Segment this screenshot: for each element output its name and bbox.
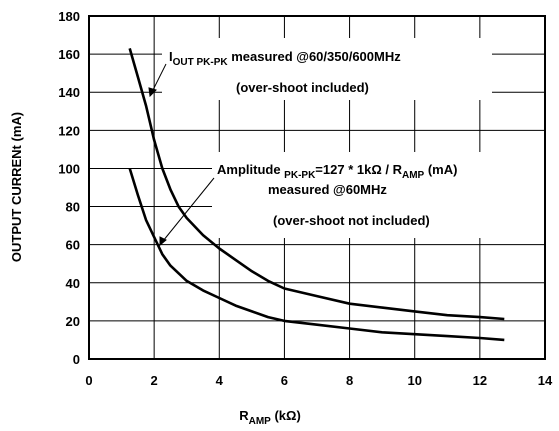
x-tick-label: 2 bbox=[151, 373, 158, 388]
y-tick-labels: 0 20 40 60 80 100 120 140 160 180 bbox=[58, 9, 80, 367]
upper-leader-arrow bbox=[148, 63, 167, 98]
x-tick-labels: 0 2 4 6 8 10 12 14 bbox=[85, 373, 553, 388]
y-tick-label: 60 bbox=[66, 238, 80, 253]
y-tick-label: 100 bbox=[58, 161, 80, 176]
y-tick-label: 20 bbox=[66, 314, 80, 329]
plot-frame bbox=[88, 15, 546, 360]
upper-annotation-line2: (over-shoot included) bbox=[236, 80, 369, 95]
x-tick-label: 6 bbox=[281, 373, 288, 388]
y-axis-title: OUTPUT CURRENt (mA) bbox=[9, 112, 24, 262]
x-tick-label: 14 bbox=[538, 373, 553, 388]
x-tick-label: 4 bbox=[216, 373, 224, 388]
upper-annotation-line1: IOUT PK-PK measured @60/350/600MHz bbox=[169, 49, 401, 68]
y-tick-label: 180 bbox=[58, 9, 80, 24]
lower-leader-arrow bbox=[159, 177, 215, 247]
lower-annotation-line3: (over-shoot not included) bbox=[273, 213, 430, 228]
upper-annotation-bg bbox=[162, 38, 492, 100]
y-tick-label: 80 bbox=[66, 200, 80, 215]
y-tick-label: 120 bbox=[58, 123, 80, 138]
lower-annotation-bg bbox=[212, 152, 544, 238]
x-tick-label: 0 bbox=[85, 373, 92, 388]
x-axis-title: RAMP (kΩ) bbox=[239, 408, 301, 427]
lower-annotation-line1: Amplitude PK-PK=127 * 1kΩ / RAMP (mA) bbox=[217, 162, 457, 181]
lower-annotation-line2: measured @60MHz bbox=[268, 182, 387, 197]
y-tick-label: 40 bbox=[66, 276, 80, 291]
x-tick-label: 12 bbox=[473, 373, 487, 388]
x-tick-label: 10 bbox=[407, 373, 421, 388]
y-tick-label: 0 bbox=[73, 352, 80, 367]
x-tick-label: 8 bbox=[346, 373, 353, 388]
y-tick-label: 140 bbox=[58, 85, 80, 100]
series-line-1 bbox=[128, 48, 505, 321]
series-line-2 bbox=[128, 168, 505, 342]
data-curves bbox=[128, 48, 505, 342]
y-tick-label: 160 bbox=[58, 47, 80, 62]
